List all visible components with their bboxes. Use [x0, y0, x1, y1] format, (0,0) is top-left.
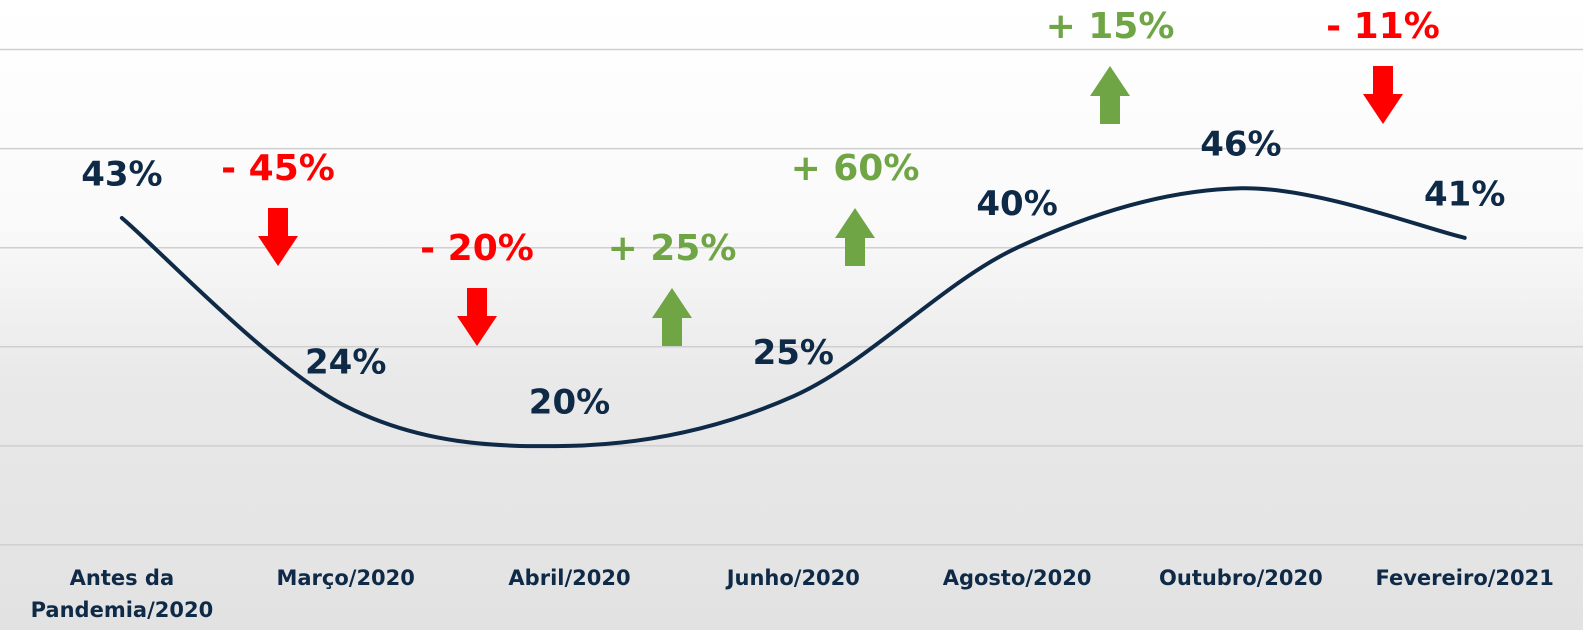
plot: 43% 24% 20% 25% 40% 46% 41% - 45% - 20% + 25% + 60…	[0, 0, 1583, 630]
x-tick-label: Agosto/2020	[917, 562, 1117, 594]
change-arrow	[258, 208, 298, 266]
line	[122, 188, 1465, 446]
data-label: 43%	[81, 154, 162, 194]
data-label: 20%	[529, 382, 610, 422]
x-tick-label: Outubro/2020	[1141, 562, 1341, 594]
change-label: - 11%	[1326, 6, 1440, 47]
data-label: 46%	[1200, 125, 1281, 165]
change-arrow	[652, 288, 692, 346]
data-label: 41%	[1424, 174, 1505, 214]
change-arrow	[835, 208, 875, 266]
data-label: 40%	[976, 184, 1057, 224]
change-label: - 45%	[221, 148, 335, 189]
x-tick-label: Março/2020	[246, 562, 446, 594]
change-arrow	[1090, 66, 1130, 124]
change-label: + 15%	[1046, 6, 1175, 47]
change-label: - 20%	[420, 228, 534, 269]
chart: 43% 24% 20% 25% 40% 46% 41% - 45% - 20% + 25% + 60…	[0, 0, 1583, 630]
data-label: 24%	[305, 343, 386, 383]
x-tick-label: Junho/2020	[693, 562, 893, 594]
change-label: + 25%	[608, 228, 737, 269]
change-arrow	[1363, 66, 1403, 124]
x-tick-label: Antes da Pandemia/2020	[22, 562, 222, 626]
x-tick-label: Fevereiro/2021	[1365, 562, 1565, 594]
change-label: + 60%	[791, 148, 920, 189]
x-tick-label: Abril/2020	[470, 562, 670, 594]
change-arrow	[457, 288, 497, 346]
data-label: 25%	[753, 333, 834, 373]
